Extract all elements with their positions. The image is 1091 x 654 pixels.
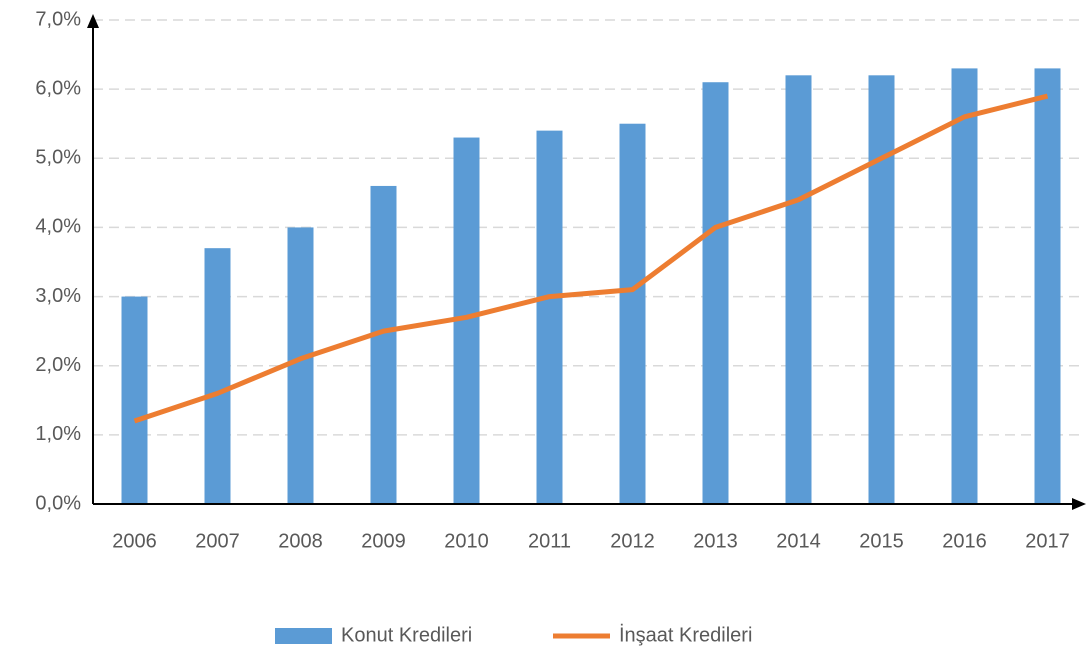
- legend-swatch: [275, 628, 332, 644]
- x-tick-label: 2011: [528, 530, 571, 552]
- labels: 0,0% 1,0% 2,0% 3,0% 4,0% 5,0% 6,0% 7,0% 2006 2007…: [35, 8, 1069, 646]
- x-tick-label: 2006: [112, 530, 157, 552]
- bar: [536, 130, 563, 504]
- y-tick-label: 7,0%: [35, 8, 81, 30]
- legend-label: Konut Kredileri: [341, 624, 472, 646]
- x-tick-label: 2009: [361, 530, 406, 552]
- grid: [93, 19, 1079, 505]
- line: [133, 93, 1049, 424]
- marks: [121, 68, 1061, 505]
- x-tick-label: 2013: [693, 530, 738, 552]
- y-tick-label: 2,0%: [35, 354, 81, 376]
- x-tick-label: 2014: [776, 530, 821, 552]
- x-tick-label: 2010: [444, 530, 489, 552]
- bar: [951, 68, 978, 505]
- x-tick-label: 2012: [610, 530, 655, 552]
- bar: [868, 75, 895, 505]
- x-tick-label: 2007: [195, 530, 240, 552]
- bar: [1034, 68, 1061, 505]
- y-tick-label: 1,0%: [35, 423, 81, 445]
- bar: [702, 82, 729, 504]
- bar: [619, 123, 646, 504]
- x-axis-arrow: [1072, 498, 1086, 510]
- bar: [785, 75, 812, 505]
- bar: [370, 185, 397, 504]
- bar: [204, 248, 231, 504]
- y-tick-label: 5,0%: [35, 147, 81, 169]
- y-axis-arrow: [87, 14, 99, 28]
- legend-label: İnşaat Kredileri: [619, 623, 752, 646]
- x-tick-label: 2016: [942, 530, 987, 552]
- bar: [121, 296, 148, 504]
- y-tick-label: 0,0%: [35, 492, 81, 514]
- y-tick-label: 6,0%: [35, 77, 81, 99]
- y-tick-label: 3,0%: [35, 285, 81, 307]
- x-tick-label: 2008: [278, 530, 323, 552]
- bar: [287, 227, 314, 504]
- y-tick-label: 4,0%: [35, 216, 81, 238]
- x-tick-label: 2015: [859, 530, 904, 552]
- x-tick-label: 2017: [1025, 530, 1070, 552]
